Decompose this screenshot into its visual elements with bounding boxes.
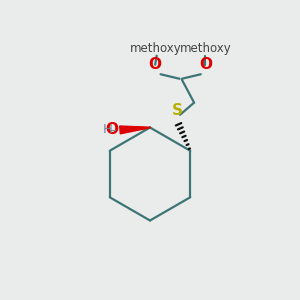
Text: methoxy: methoxy [179,42,231,55]
Text: methoxy: methoxy [130,42,182,55]
Text: O: O [106,122,118,137]
Text: H: H [103,123,112,136]
Text: O: O [200,58,213,73]
Text: O: O [149,58,162,73]
Text: S: S [172,103,183,118]
Polygon shape [120,126,150,134]
